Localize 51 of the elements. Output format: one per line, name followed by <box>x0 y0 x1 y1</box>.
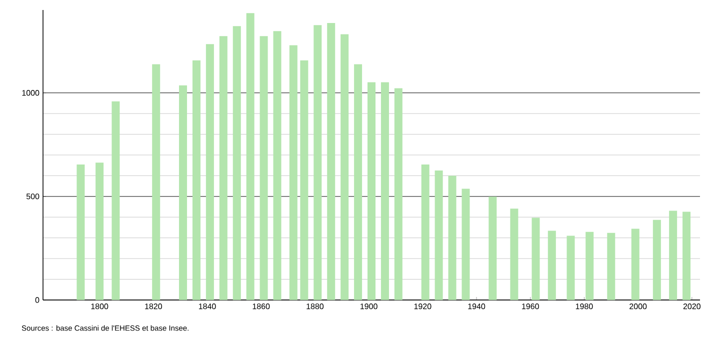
x-tick-label: 1980 <box>576 304 593 310</box>
bar <box>380 82 389 300</box>
bar <box>548 230 556 300</box>
bar <box>273 31 282 300</box>
bar <box>300 60 308 300</box>
bar <box>314 25 322 300</box>
bar <box>421 164 430 300</box>
bar <box>631 228 640 300</box>
x-tick-label: 1800 <box>91 304 108 310</box>
bar <box>682 212 691 300</box>
x-tick-label: 1900 <box>360 304 378 310</box>
bar <box>652 220 661 300</box>
bar <box>368 82 376 300</box>
bar <box>354 64 362 300</box>
bar <box>488 196 497 300</box>
bar <box>327 23 336 300</box>
bar <box>179 85 188 300</box>
bar <box>532 218 540 300</box>
bar <box>152 64 160 300</box>
x-tick-label: 1960 <box>522 304 539 310</box>
bar <box>289 45 298 300</box>
y-tick-label: 500 <box>26 194 40 200</box>
x-tick-label: 1840 <box>198 304 216 310</box>
bar <box>76 164 85 300</box>
bar <box>206 44 214 300</box>
bar <box>566 236 575 300</box>
bar <box>462 188 470 300</box>
x-tick-label: 1880 <box>306 304 324 310</box>
bar <box>448 176 456 300</box>
x-tick-label: 1920 <box>414 304 432 310</box>
bar <box>669 210 678 300</box>
bar <box>219 36 228 300</box>
bar <box>112 101 120 300</box>
bar <box>340 34 349 300</box>
x-tick-label: 1940 <box>468 304 486 310</box>
bar <box>607 232 616 300</box>
y-tick-label: 1000 <box>22 90 40 96</box>
bar <box>246 13 254 300</box>
x-tick-label: 2000 <box>630 304 647 310</box>
bar <box>510 208 518 300</box>
y-tick-label: 0 <box>35 297 40 303</box>
x-tick-label: 1860 <box>252 304 270 310</box>
bar <box>434 170 443 300</box>
x-tick-label: 2020 <box>683 304 700 310</box>
bar <box>96 162 104 300</box>
bar <box>394 88 402 300</box>
bar <box>586 232 594 300</box>
x-tick-label: 1820 <box>145 304 162 310</box>
bar <box>192 60 200 300</box>
bar <box>260 36 268 300</box>
bar <box>232 26 241 300</box>
